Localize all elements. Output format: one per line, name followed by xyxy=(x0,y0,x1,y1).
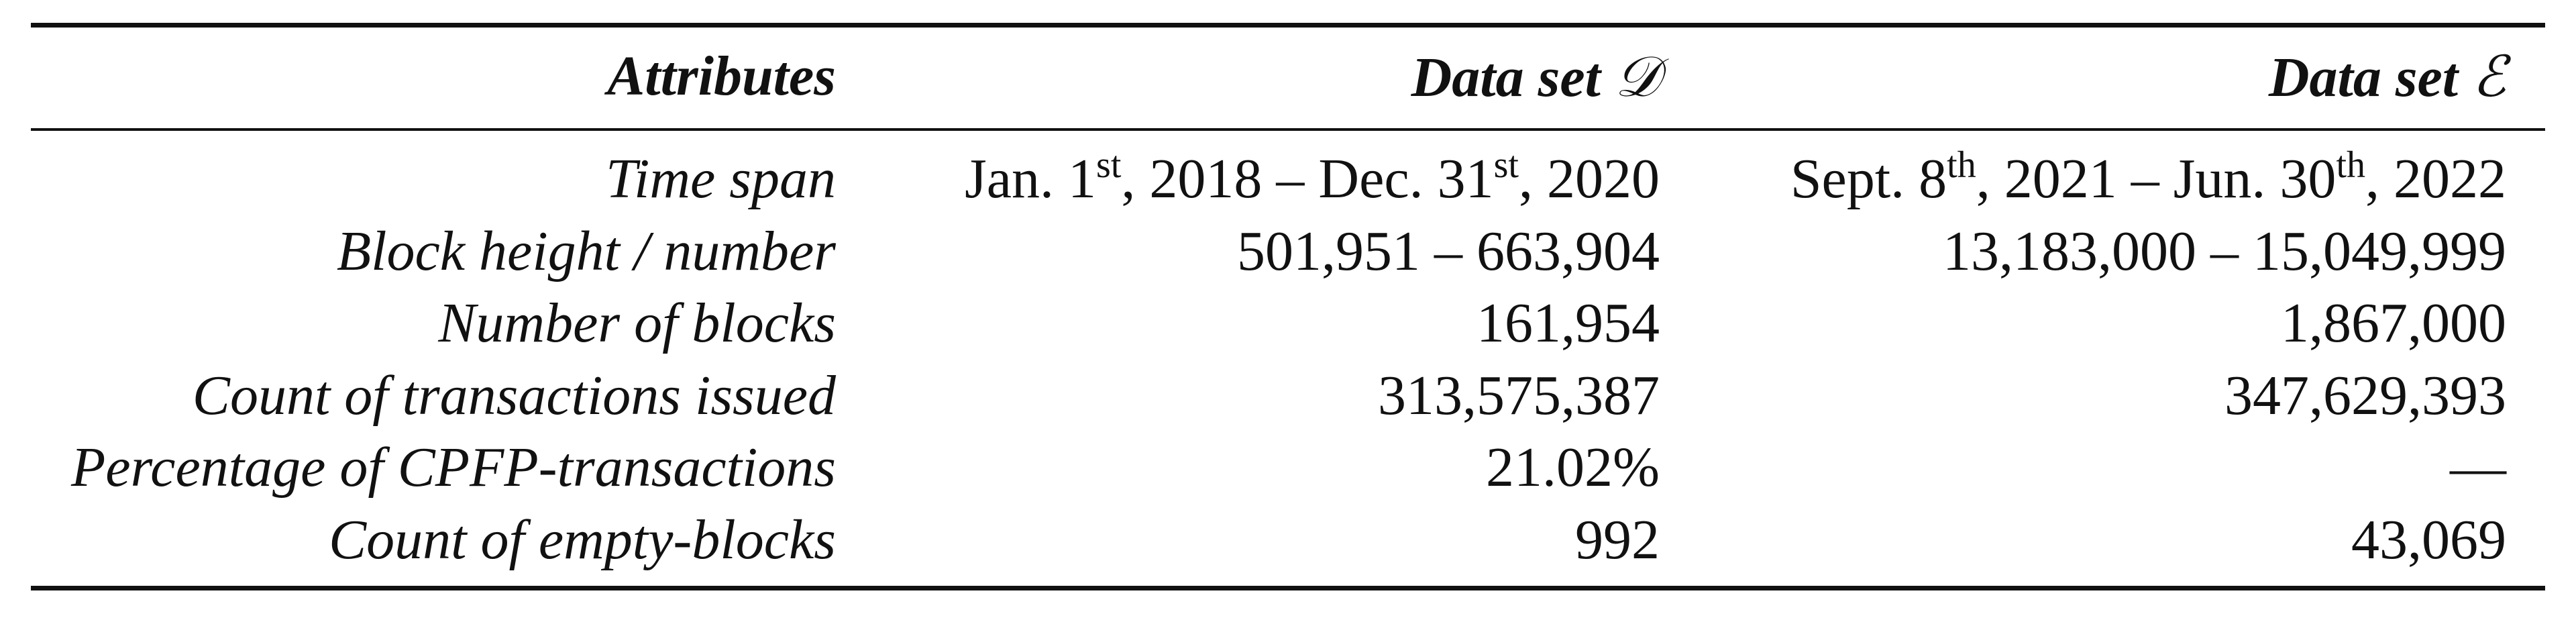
time-span-e-end: , 2022 xyxy=(2365,148,2506,210)
row-transactions-issued-data-set-e: 347,629,393 xyxy=(2224,364,2506,427)
row-empty-blocks-data-set-d: 992 xyxy=(1575,509,1660,571)
time-span-d-end: , 2020 xyxy=(1519,148,1660,210)
row-attribute-cpfp-percentage: Percentage of CPFP-transactions xyxy=(71,436,836,499)
time-span-e-middle: , 2021 – Jun. 30 xyxy=(1976,148,2337,210)
row-attribute-number-of-blocks: Number of blocks xyxy=(438,292,836,354)
time-span-e-start-suffix: th xyxy=(1947,144,1976,186)
table-top-rule xyxy=(31,23,2545,28)
header-attributes: Attributes xyxy=(607,45,836,107)
row-time-span-data-set-d: Jan. 1st, 2018 – Dec. 31st, 2020 xyxy=(965,146,1660,210)
row-empty-blocks-data-set-e: 43,069 xyxy=(2351,509,2506,571)
header-data-set-e-symbol: ℰ xyxy=(2472,44,2506,109)
row-transactions-issued-data-set-d: 313,575,387 xyxy=(1378,364,1660,427)
header-data-set-e-label: Data set xyxy=(2268,46,2473,109)
time-span-d-middle: , 2018 – Dec. 31 xyxy=(1121,148,1494,210)
row-attribute-block-height: Block height / number xyxy=(336,220,836,282)
time-span-d-end-suffix: st xyxy=(1493,144,1519,186)
time-span-e-end-suffix: th xyxy=(2336,144,2365,186)
row-attribute-transactions-issued: Count of transactions issued xyxy=(192,364,836,427)
time-span-d-start-suffix: st xyxy=(1096,144,1122,186)
row-number-of-blocks-data-set-e: 1,867,000 xyxy=(2281,292,2506,354)
row-time-span-data-set-e: Sept. 8th, 2021 – Jun. 30th, 2022 xyxy=(1790,146,2506,210)
time-span-e-start: Sept. 8 xyxy=(1790,148,1947,210)
row-block-height-data-set-e: 13,183,000 – 15,049,999 xyxy=(1943,220,2506,282)
header-data-set-d: Data set 𝒟 xyxy=(1411,48,1660,106)
header-data-set-e: Data set ℰ xyxy=(2269,48,2506,106)
table-bottom-rule xyxy=(31,586,2545,590)
row-attribute-time-span: Time span xyxy=(605,148,836,210)
row-attribute-empty-blocks: Count of empty-blocks xyxy=(329,509,836,571)
row-cpfp-percentage-data-set-e: — xyxy=(2450,436,2506,499)
header-data-set-d-label: Data set xyxy=(1411,46,1615,109)
header-data-set-d-symbol: 𝒟 xyxy=(1614,44,1660,109)
table-header-rule xyxy=(31,128,2545,131)
row-block-height-data-set-d: 501,951 – 663,904 xyxy=(1237,220,1660,282)
row-cpfp-percentage-data-set-d: 21.02% xyxy=(1486,436,1660,499)
row-number-of-blocks-data-set-d: 161,954 xyxy=(1477,292,1660,354)
time-span-d-start: Jan. 1 xyxy=(965,148,1097,210)
